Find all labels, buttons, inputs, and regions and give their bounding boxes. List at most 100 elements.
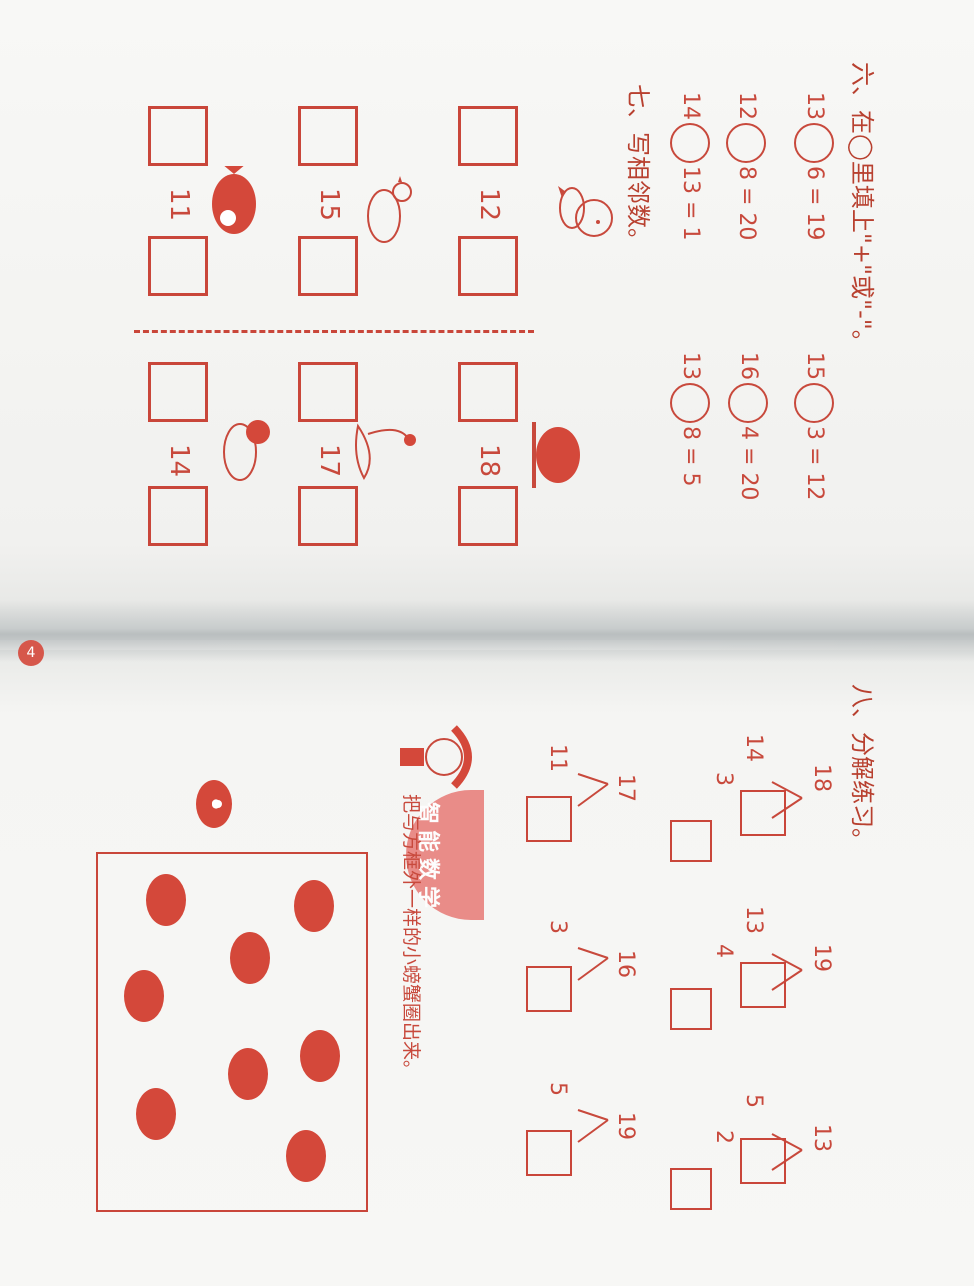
- fish-icon: [212, 166, 256, 234]
- dashed-divider: [134, 330, 534, 333]
- blank-circle[interactable]: [670, 123, 710, 163]
- branch-lines: [771, 781, 803, 819]
- decomp-left-number: 13: [741, 906, 766, 934]
- blank-circle[interactable]: [726, 123, 766, 163]
- blank-circle[interactable]: [794, 383, 834, 423]
- equation-row: 12 8 = 20: [726, 92, 766, 240]
- equals-sign: =: [678, 201, 703, 220]
- equation-result: 20: [734, 212, 759, 241]
- bottom-page: [0, 650, 974, 1286]
- answer-box[interactable]: [298, 486, 358, 546]
- equation-operand: 14: [678, 92, 703, 120]
- decomp-box[interactable]: [670, 1168, 712, 1210]
- equation-operand: 13: [678, 352, 703, 380]
- equals-sign: =: [734, 187, 759, 206]
- decomp-box[interactable]: [740, 790, 786, 836]
- chick-icon: [558, 186, 613, 237]
- section7-title: 七、写相邻数。: [624, 84, 652, 252]
- given-number: 12: [474, 188, 504, 222]
- answer-box[interactable]: [458, 236, 518, 296]
- equals-sign: =: [802, 447, 827, 466]
- equals-sign: =: [736, 447, 761, 466]
- given-number: 18: [474, 444, 504, 478]
- equation-row: 13 8 = 5: [670, 352, 710, 486]
- equation-row: 15 3 = 12: [794, 352, 834, 500]
- equation-operand: 12: [734, 92, 759, 120]
- equation-row: 13 6 = 19: [794, 92, 834, 240]
- section6-title: 六、在◯里填上"+"或"-"。: [848, 62, 876, 354]
- decomp-box[interactable]: [740, 1138, 786, 1184]
- branch-lines: [771, 953, 803, 991]
- equation-operand: 3: [802, 426, 827, 440]
- branch-lines: [577, 1109, 609, 1143]
- equation-result: 12: [802, 472, 827, 501]
- equation-operand: 8: [734, 166, 759, 180]
- decomp-left-number: 5: [741, 1094, 766, 1108]
- equation-operand: 8: [678, 426, 703, 440]
- decomp-left-number: 5: [545, 1082, 570, 1096]
- decomp-top-number: 19: [613, 1112, 638, 1140]
- decomp-box[interactable]: [526, 966, 572, 1012]
- equation-operand: 4: [736, 426, 761, 440]
- equation-operand: 13: [678, 166, 703, 194]
- decomp-box[interactable]: [670, 988, 712, 1030]
- crab-icon: [532, 422, 580, 488]
- decomp-top-number: 13: [809, 1124, 834, 1152]
- bird-icon: [367, 176, 412, 243]
- decomp-left-number: 3: [545, 920, 570, 934]
- crab-group: [124, 874, 340, 1182]
- decomp-top-number: 18: [809, 764, 834, 792]
- decomp-box[interactable]: [526, 796, 572, 842]
- decomp-box[interactable]: [740, 962, 786, 1008]
- branch-lines: [577, 773, 609, 807]
- equation-result: 19: [802, 212, 827, 241]
- equation-row: 14 13 = 1: [670, 92, 710, 240]
- equation-operand: 16: [736, 352, 761, 380]
- answer-box[interactable]: [148, 106, 208, 166]
- dog-icon: [223, 420, 270, 481]
- answer-box[interactable]: [298, 236, 358, 296]
- swan-icon: [355, 423, 416, 480]
- blank-circle[interactable]: [728, 383, 768, 423]
- blank-circle[interactable]: [794, 123, 834, 163]
- decomp-top-number: 19: [809, 944, 834, 972]
- given-number: 15: [314, 188, 344, 222]
- given-number: 11: [164, 188, 194, 222]
- answer-box[interactable]: [298, 362, 358, 422]
- page-number: 4: [18, 640, 44, 666]
- decomp-box[interactable]: [670, 820, 712, 862]
- answer-box[interactable]: [458, 362, 518, 422]
- given-number: 17: [314, 444, 344, 478]
- equation-operand: 13: [802, 92, 827, 120]
- equals-sign: =: [802, 187, 827, 206]
- answer-box[interactable]: [148, 236, 208, 296]
- answer-box[interactable]: [148, 362, 208, 422]
- smart-instruction: 把与方框外一样的小螃蟹圈出来。: [400, 794, 422, 1080]
- decomp-box[interactable]: [526, 1130, 572, 1176]
- equals-sign: =: [678, 447, 703, 466]
- branch-lines: [577, 947, 609, 981]
- branch-lines: [771, 1133, 803, 1171]
- decomp-top-number: 16: [613, 950, 638, 978]
- decomp-sub-number: 3: [711, 772, 736, 786]
- answer-box[interactable]: [458, 486, 518, 546]
- top-page: [0, 0, 974, 640]
- given-number: 14: [164, 444, 194, 478]
- section8-title: 八、分解练习。: [848, 684, 876, 852]
- equation-result: 5: [678, 472, 703, 487]
- equation-result: 1: [678, 226, 703, 241]
- decomp-sub-number: 2: [711, 1130, 736, 1144]
- answer-box[interactable]: [458, 106, 518, 166]
- equation-operand: 6: [802, 166, 827, 180]
- decomp-sub-number: 4: [711, 944, 736, 958]
- answer-box[interactable]: [298, 106, 358, 166]
- crab-icon: [196, 780, 232, 828]
- book-spine: [0, 600, 974, 662]
- mascot-icon: [400, 725, 472, 789]
- equation-operand: 15: [802, 352, 827, 380]
- answer-box[interactable]: [148, 486, 208, 546]
- blank-circle[interactable]: [670, 383, 710, 423]
- decomp-left-number: 14: [741, 734, 766, 762]
